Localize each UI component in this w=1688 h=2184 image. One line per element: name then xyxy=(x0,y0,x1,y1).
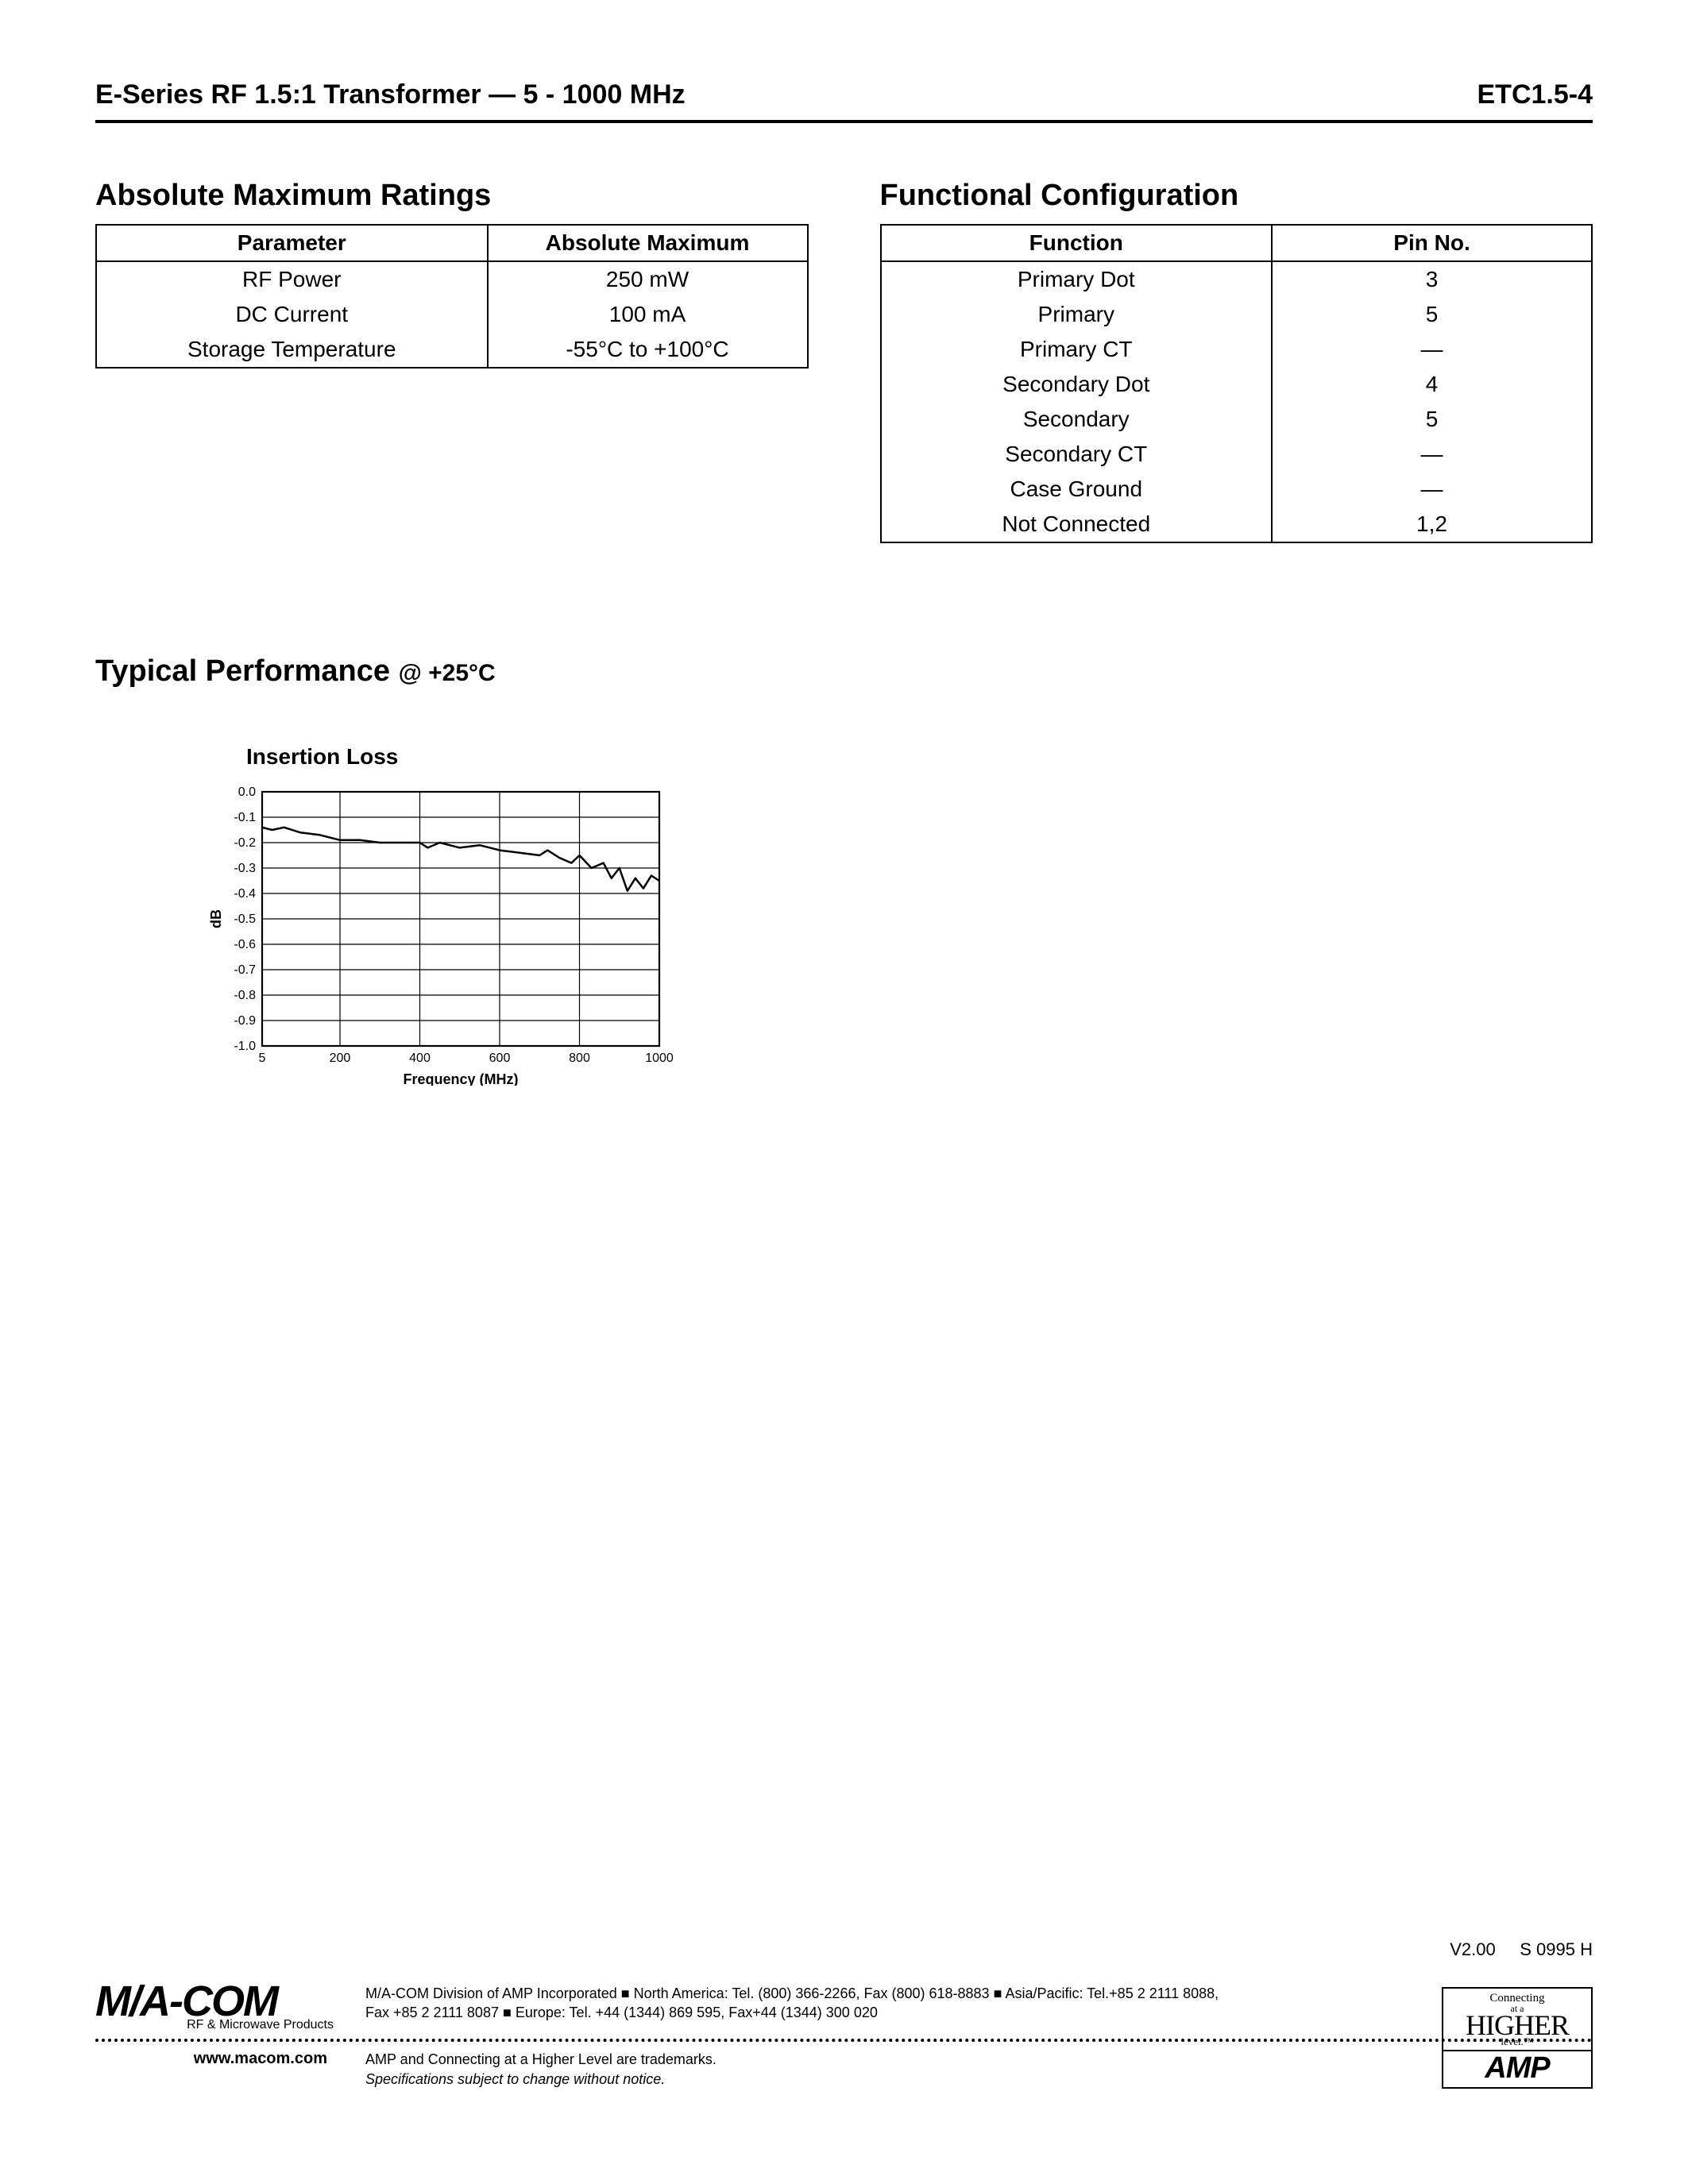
legal-line-2: Specifications subject to change without… xyxy=(365,2070,717,2089)
chart-title: Insertion Loss xyxy=(246,744,1593,770)
table-row: Primary CT— xyxy=(881,332,1593,367)
svg-text:-0.2: -0.2 xyxy=(234,836,256,850)
svg-text:5: 5 xyxy=(259,1051,266,1065)
func-table: FunctionPin No. Primary Dot3Primary5Prim… xyxy=(880,224,1593,543)
svg-text:-0.1: -0.1 xyxy=(234,811,256,824)
svg-text:-0.6: -0.6 xyxy=(234,938,256,951)
table-cell: — xyxy=(1272,437,1592,472)
svg-text:400: 400 xyxy=(409,1051,431,1065)
table-cell: Storage Temperature xyxy=(96,332,488,368)
svg-text:-0.4: -0.4 xyxy=(234,887,256,901)
perf-title: Typical Performance @ +25°C xyxy=(95,654,1593,689)
svg-text:600: 600 xyxy=(489,1051,511,1065)
contact-line-2: Fax +85 2 2111 8087 ■ Europe: Tel. +44 (… xyxy=(365,2003,1593,2022)
svg-text:1000: 1000 xyxy=(645,1051,674,1065)
table-row: Secondary5 xyxy=(881,402,1593,437)
table-cell: 250 mW xyxy=(488,261,808,297)
table-row: Case Ground— xyxy=(881,472,1593,507)
table-row: Not Connected1,2 xyxy=(881,507,1593,542)
contact-block: M/A-COM Division of AMP Incorporated ■ N… xyxy=(365,1984,1593,2023)
table-cell: 4 xyxy=(1272,367,1592,402)
amr-title: Absolute Maximum Ratings xyxy=(95,179,809,213)
svg-text:-0.7: -0.7 xyxy=(234,963,256,977)
table-row: Primary5 xyxy=(881,297,1593,332)
badge-big: HIGHER xyxy=(1447,2013,1588,2038)
table-cell: — xyxy=(1272,332,1592,367)
svg-text:-0.8: -0.8 xyxy=(234,989,256,1002)
page-header: E-Series RF 1.5:1 Transformer — 5 - 1000… xyxy=(95,79,1593,123)
table-cell: 5 xyxy=(1272,402,1592,437)
table-header-cell: Pin No. xyxy=(1272,225,1592,261)
perf-title-sub: @ +25°C xyxy=(399,660,496,686)
part-number: ETC1.5-4 xyxy=(1477,79,1593,110)
macom-logo: M/A-COM RF & Microwave Products xyxy=(95,1984,334,2033)
table-cell: 3 xyxy=(1272,261,1592,297)
table-cell: Primary CT xyxy=(881,332,1273,367)
version-text: V2.00 xyxy=(1450,1939,1496,1959)
amp-badge: Connecting at a HIGHER level.™ AMP xyxy=(1442,1987,1593,2089)
perf-title-main: Typical Performance xyxy=(95,654,390,688)
table-cell: 100 mA xyxy=(488,297,808,332)
table-row: Secondary CT— xyxy=(881,437,1593,472)
table-cell: 5 xyxy=(1272,297,1592,332)
page-footer: V2.00 S 0995 H M/A-COM RF & Microwave Pr… xyxy=(95,1939,1593,2089)
table-cell: 1,2 xyxy=(1272,507,1592,542)
website-url: www.macom.com xyxy=(95,2050,334,2089)
table-row: Primary Dot3 xyxy=(881,261,1593,297)
amr-section: Absolute Maximum Ratings ParameterAbsolu… xyxy=(95,179,809,543)
table-cell: Case Ground xyxy=(881,472,1273,507)
svg-text:200: 200 xyxy=(330,1051,351,1065)
amp-logo-text: AMP xyxy=(1443,2051,1591,2087)
svg-text:-0.5: -0.5 xyxy=(234,913,256,926)
macom-logo-text: M/A-COM xyxy=(95,1984,334,2020)
page-title: E-Series RF 1.5:1 Transformer — 5 - 1000… xyxy=(95,79,686,110)
func-title: Functional Configuration xyxy=(880,179,1593,213)
table-cell: Secondary xyxy=(881,402,1273,437)
amr-table: ParameterAbsolute Maximum RF Power250 mW… xyxy=(95,224,809,369)
spec-text: S 0995 H xyxy=(1520,1939,1593,1959)
table-cell: — xyxy=(1272,472,1592,507)
table-cell: DC Current xyxy=(96,297,488,332)
dotted-divider xyxy=(95,2039,1593,2042)
svg-text:-1.0: -1.0 xyxy=(234,1040,256,1053)
legal-block: AMP and Connecting at a Higher Level are… xyxy=(365,2050,717,2089)
table-header-cell: Absolute Maximum xyxy=(488,225,808,261)
table-row: DC Current100 mA xyxy=(96,297,808,332)
svg-text:dB: dB xyxy=(208,909,224,928)
legal-line-1: AMP and Connecting at a Higher Level are… xyxy=(365,2050,717,2069)
table-row: Storage Temperature-55°C to +100°C xyxy=(96,332,808,368)
table-cell: RF Power xyxy=(96,261,488,297)
svg-text:-0.9: -0.9 xyxy=(234,1014,256,1028)
svg-text:-0.3: -0.3 xyxy=(234,862,256,875)
perf-section: Typical Performance @ +25°C Insertion Lo… xyxy=(95,654,1593,1090)
table-cell: Secondary CT xyxy=(881,437,1273,472)
table-row: RF Power250 mW xyxy=(96,261,808,297)
table-cell: Secondary Dot xyxy=(881,367,1273,402)
table-header-cell: Parameter xyxy=(96,225,488,261)
table-cell: -55°C to +100°C xyxy=(488,332,808,368)
table-cell: Primary Dot xyxy=(881,261,1273,297)
table-cell: Not Connected xyxy=(881,507,1273,542)
table-header-cell: Function xyxy=(881,225,1273,261)
insertion-loss-chart: 5 200 400 600 800 1000 0.0 -0.1 -0.2 -0.3 -0.4 -0.5… xyxy=(199,784,675,1086)
func-section: Functional Configuration FunctionPin No.… xyxy=(880,179,1593,543)
contact-line-1: M/A-COM Division of AMP Incorporated ■ N… xyxy=(365,1984,1593,2003)
table-row: Secondary Dot4 xyxy=(881,367,1593,402)
svg-text:0.0: 0.0 xyxy=(238,785,256,799)
svg-text:Frequency (MHz): Frequency (MHz) xyxy=(403,1071,518,1086)
table-cell: Primary xyxy=(881,297,1273,332)
svg-text:800: 800 xyxy=(569,1051,590,1065)
